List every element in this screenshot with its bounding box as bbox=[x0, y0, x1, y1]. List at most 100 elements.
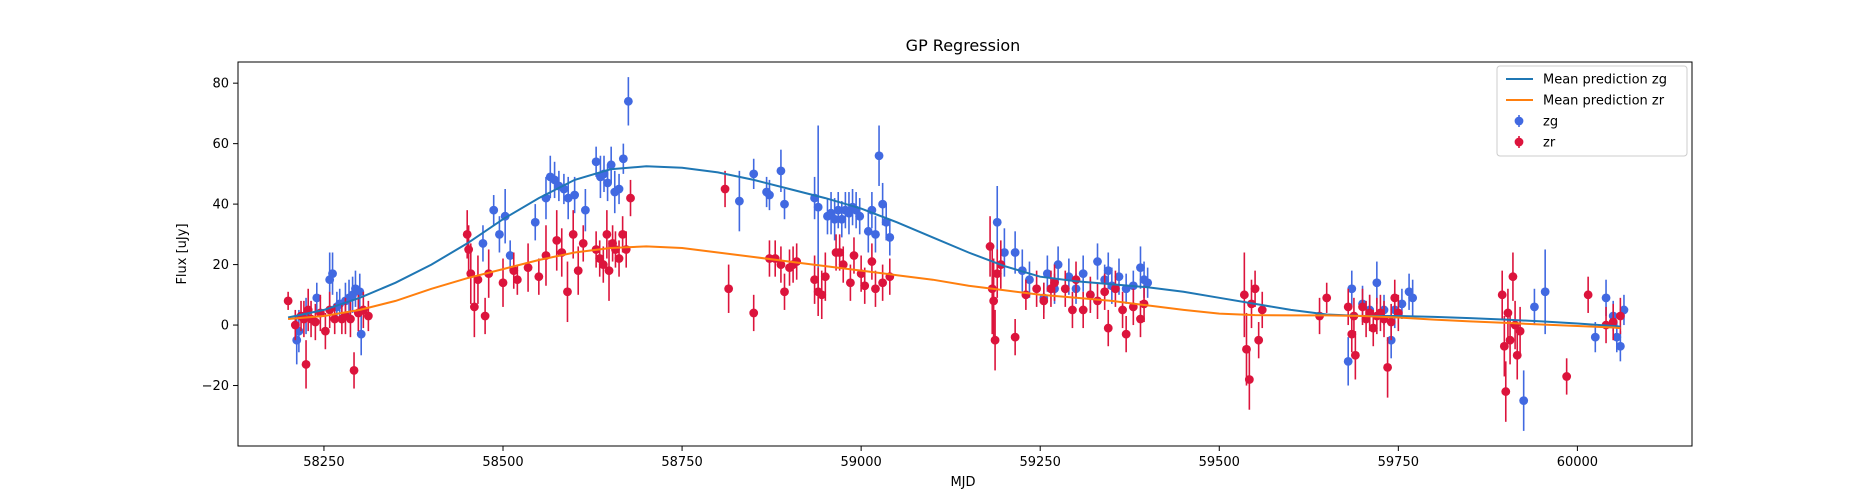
legend-swatch-marker bbox=[1514, 137, 1524, 147]
data-point bbox=[1386, 317, 1396, 327]
data-point bbox=[363, 311, 373, 321]
data-point bbox=[570, 190, 580, 200]
data-point bbox=[780, 287, 789, 297]
data-point bbox=[1540, 287, 1550, 297]
data-point bbox=[290, 320, 300, 330]
data-point bbox=[614, 184, 624, 194]
data-point bbox=[523, 263, 533, 273]
data-point bbox=[780, 199, 789, 209]
data-point bbox=[1053, 260, 1063, 269]
data-point bbox=[534, 272, 544, 282]
data-point bbox=[1136, 314, 1145, 324]
data-point bbox=[1042, 269, 1052, 279]
x-axis-label: MJD bbox=[950, 475, 975, 490]
data-point bbox=[618, 154, 628, 164]
data-point bbox=[495, 229, 504, 239]
data-point bbox=[1257, 305, 1267, 315]
data-point bbox=[1601, 293, 1611, 303]
data-point bbox=[849, 251, 859, 260]
data-point bbox=[283, 296, 293, 306]
data-point bbox=[1583, 290, 1593, 300]
data-point bbox=[473, 275, 483, 285]
data-point bbox=[578, 239, 588, 248]
data-point bbox=[867, 257, 877, 266]
data-point bbox=[498, 278, 508, 288]
data-point bbox=[1050, 278, 1059, 288]
data-point bbox=[1136, 263, 1145, 273]
data-point bbox=[1111, 284, 1120, 294]
data-point bbox=[749, 169, 759, 179]
data-point bbox=[1025, 275, 1034, 285]
data-point bbox=[833, 205, 843, 215]
data-point bbox=[1239, 290, 1249, 300]
data-point bbox=[328, 269, 337, 279]
data-point bbox=[985, 242, 995, 251]
legend: Mean prediction zg Mean prediction zr zg zr bbox=[1496, 65, 1688, 157]
data-point bbox=[1343, 302, 1353, 312]
data-point bbox=[1372, 278, 1382, 288]
data-point bbox=[813, 202, 823, 212]
data-point bbox=[776, 260, 786, 269]
y-tick-label: 80 bbox=[212, 77, 229, 92]
data-point bbox=[310, 317, 320, 327]
data-point bbox=[1064, 272, 1074, 282]
data-point bbox=[1530, 302, 1539, 312]
y-tick-label: −20 bbox=[202, 379, 229, 394]
data-point bbox=[1254, 335, 1264, 345]
data-point bbox=[301, 359, 311, 369]
plot-frame bbox=[237, 61, 1693, 447]
x-tick-label: 59000 bbox=[840, 455, 881, 470]
data-point bbox=[1039, 296, 1049, 306]
data-point bbox=[1143, 278, 1153, 288]
x-tick-label: 58750 bbox=[661, 455, 702, 470]
data-point bbox=[356, 329, 366, 339]
data-point bbox=[1390, 293, 1400, 303]
data-point bbox=[568, 229, 578, 239]
data-point bbox=[623, 96, 633, 106]
data-point bbox=[591, 157, 601, 167]
data-point bbox=[1071, 275, 1081, 285]
data-point bbox=[871, 284, 880, 294]
data-point bbox=[830, 214, 840, 224]
data-point bbox=[1608, 317, 1618, 327]
data-point bbox=[1408, 293, 1418, 303]
data-point bbox=[1562, 372, 1572, 381]
data-point bbox=[1515, 326, 1525, 336]
data-point bbox=[860, 281, 870, 291]
data-point bbox=[734, 196, 744, 206]
data-point bbox=[1103, 266, 1113, 276]
y-tick-label: 0 bbox=[221, 319, 229, 334]
data-point bbox=[604, 266, 614, 276]
axes-layer: 58250 58500 58750 59000 59250 59500 59750 60000… bbox=[202, 61, 1693, 470]
data-point bbox=[1508, 272, 1518, 282]
data-point bbox=[1358, 302, 1367, 312]
data-point bbox=[1010, 248, 1020, 257]
data-point bbox=[505, 251, 515, 260]
data-point bbox=[1250, 284, 1260, 294]
data-point bbox=[349, 366, 359, 375]
data-point bbox=[1078, 269, 1088, 279]
y-tick-label: 60 bbox=[212, 137, 229, 152]
data-point bbox=[312, 293, 322, 303]
data-point bbox=[1100, 287, 1110, 297]
data-point bbox=[1103, 323, 1113, 333]
legend-swatch-marker bbox=[1514, 116, 1524, 126]
data-point bbox=[1503, 308, 1513, 318]
legend-label: Mean prediction zr bbox=[1543, 94, 1665, 109]
data-point bbox=[989, 296, 999, 306]
data-point bbox=[855, 211, 865, 221]
data-point bbox=[1501, 387, 1511, 396]
data-point bbox=[1114, 272, 1124, 282]
legend-box bbox=[1496, 65, 1688, 157]
data-point bbox=[992, 217, 1002, 227]
data-point bbox=[845, 278, 855, 288]
data-point bbox=[885, 232, 895, 242]
data-point bbox=[1078, 305, 1088, 315]
data-point bbox=[1612, 332, 1622, 342]
data-point bbox=[749, 308, 759, 318]
data-point bbox=[1497, 290, 1507, 300]
legend-label: zr bbox=[1543, 136, 1556, 151]
data-point bbox=[992, 269, 1002, 279]
data-point bbox=[509, 266, 519, 276]
